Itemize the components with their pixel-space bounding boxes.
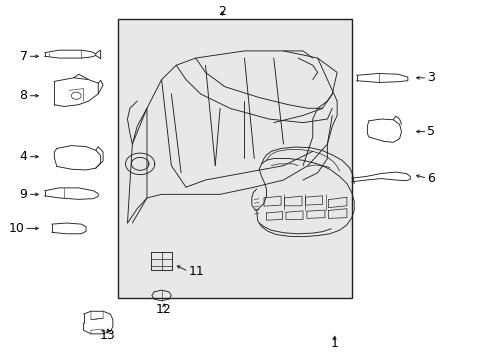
Text: 2: 2 [218,5,226,18]
Text: 7: 7 [20,50,27,63]
Text: 11: 11 [188,265,204,278]
Text: 12: 12 [156,303,172,316]
Text: 13: 13 [100,329,116,342]
Text: 3: 3 [427,71,434,84]
Text: 5: 5 [427,125,434,138]
Text: 4: 4 [20,150,27,163]
Text: 8: 8 [20,89,27,102]
Bar [118,19,351,298]
Text: 10: 10 [8,222,24,235]
Text: 6: 6 [427,172,434,185]
Text: 9: 9 [20,188,27,201]
Text: 1: 1 [330,337,338,350]
